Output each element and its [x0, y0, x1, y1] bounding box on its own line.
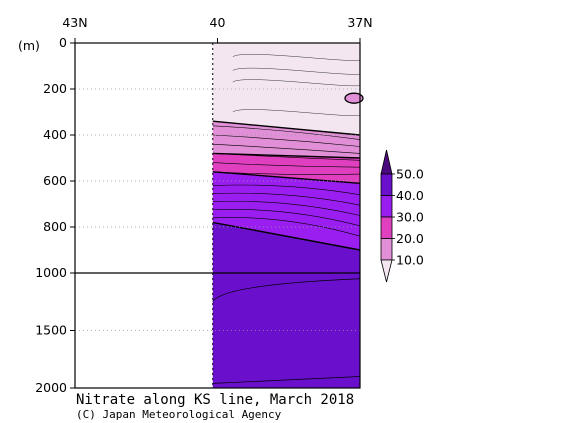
- chart-title: Nitrate along KS line, March 2018: [76, 392, 354, 408]
- x-tick-label-43: 43N: [62, 15, 87, 30]
- colorbar-label-10.0: 10.0: [396, 253, 424, 268]
- y-tick-label-600: 600: [43, 173, 67, 188]
- x-tick-label-37: 37N: [347, 15, 372, 30]
- y-tick-label-2000: 2000: [35, 380, 67, 395]
- y-tick-label-400: 400: [43, 127, 67, 142]
- x-tick-label-40: 40: [210, 15, 226, 30]
- nitrate-band-5: [213, 222, 360, 388]
- colorbar-top-arrow: [381, 150, 392, 174]
- colorbar-label-50.0: 50.0: [396, 167, 424, 182]
- colorbar-bottom-arrow: [381, 260, 392, 282]
- y-axis-label: (m): [18, 38, 40, 53]
- credit-text: (C) Japan Meteorological Agency: [76, 408, 282, 421]
- colorbar-box-3: [381, 217, 392, 239]
- colorbar-box-1: [381, 174, 392, 196]
- colorbar-label-20.0: 20.0: [396, 231, 424, 246]
- colorbar-label-40.0: 40.0: [396, 188, 424, 203]
- y-tick-label-1000: 1000: [35, 265, 67, 280]
- colorbar-label-30.0: 30.0: [396, 210, 424, 225]
- plot-area: [213, 43, 363, 388]
- y-tick-label-200: 200: [43, 81, 67, 96]
- y-tick-label-800: 800: [43, 219, 67, 234]
- y-tick-label-0: 0: [59, 35, 67, 50]
- nitrate-band-1: [213, 43, 360, 135]
- y-tick-label-1500: 1500: [35, 323, 67, 338]
- colorbar: 10.0 20.0 30.0 40.0 50.0: [381, 150, 424, 282]
- colorbar-box-2: [381, 196, 392, 218]
- colorbar-box-4: [381, 239, 392, 261]
